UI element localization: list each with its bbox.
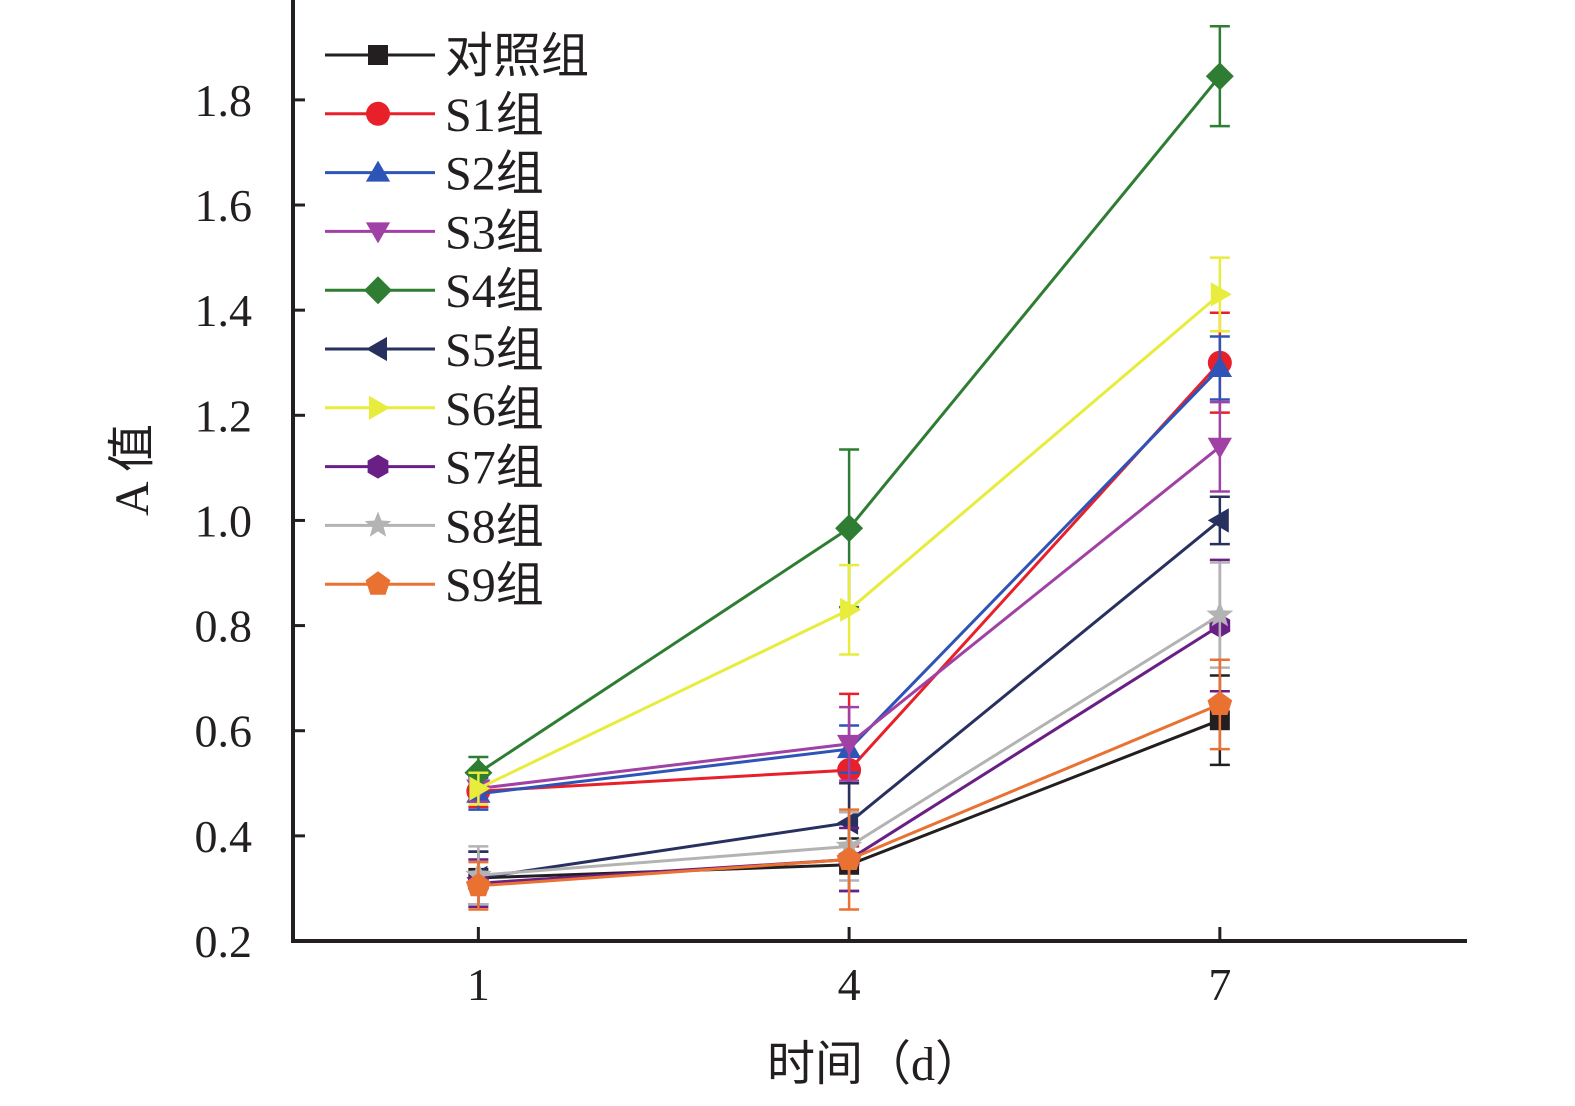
x-axis-title: 时间（d） [767, 1038, 983, 1091]
data-point [1210, 282, 1232, 307]
legend-item: S4组 [325, 265, 544, 318]
legend-marker [367, 454, 389, 479]
data-point [837, 810, 859, 835]
legend-label: S9组 [445, 559, 544, 612]
data-point [837, 734, 862, 756]
data-point [835, 514, 864, 543]
legend-marker [366, 336, 387, 362]
legend-marker [365, 160, 391, 182]
legend-label: S2组 [445, 148, 544, 201]
y-axis-title: A 值 [106, 424, 159, 516]
legend-marker [365, 571, 391, 595]
legend-item: S7组 [325, 442, 544, 495]
y-tick-label: 1.4 [195, 285, 253, 336]
y-tick-label: 0.8 [195, 601, 253, 652]
legend-label: S7组 [445, 442, 544, 495]
y-tick-label: 0.2 [195, 916, 253, 967]
y-ticks: 0.2 0.4 0.6 0.8 1.0 1.2 1.4 1.6 1.8 [195, 75, 305, 967]
x-ticks: 1 4 7 [467, 927, 1231, 1010]
legend-item: S1组 [325, 89, 544, 142]
series-9 [466, 658, 1233, 911]
y-tick-label: 1.0 [195, 495, 253, 546]
data-point [836, 846, 862, 870]
series-line [477, 75, 1221, 775]
y-tick-label: 0.6 [195, 706, 253, 757]
legend-item: S2组 [325, 148, 544, 201]
y-tick-label: 0.4 [195, 811, 253, 862]
data-point [1207, 356, 1232, 377]
data-point [466, 872, 491, 897]
data-point [1205, 62, 1234, 91]
legend-item: S3组 [325, 206, 544, 259]
series-4 [464, 25, 1234, 790]
legend-label: S6组 [445, 383, 544, 436]
y-tick-label: 1.8 [195, 75, 253, 126]
x-tick-label: 7 [1208, 959, 1231, 1010]
legend-item: S6组 [325, 383, 544, 436]
legend-marker [368, 45, 388, 65]
legend-label: S4组 [445, 265, 544, 318]
y-tick-label: 1.2 [195, 390, 253, 441]
x-tick-label: 1 [467, 959, 490, 1010]
data-point [1207, 691, 1233, 715]
data-point [469, 776, 491, 801]
axes: 0.2 0.4 0.6 0.8 1.0 1.2 1.4 1.6 1.8 1 4 7 时间（d） A … [106, 0, 1467, 1091]
legend-item: S9组 [325, 559, 544, 612]
legend-item: S5组 [325, 324, 544, 377]
legend-label: S5组 [445, 324, 544, 377]
legend-label: S3组 [445, 206, 544, 259]
legend-label: S1组 [445, 89, 544, 142]
data-point [1206, 601, 1234, 627]
series-6 [468, 256, 1232, 806]
y-tick-label: 1.6 [195, 180, 253, 231]
data-point [840, 597, 862, 622]
legend-marker [364, 276, 392, 305]
data-point [1207, 437, 1232, 459]
plot-area [464, 25, 1234, 911]
legend-marker [365, 222, 391, 244]
data-point [1207, 508, 1229, 533]
legend-item: S8组 [325, 500, 544, 553]
legend-label: 对照组 [445, 30, 589, 83]
legend-marker [369, 395, 390, 420]
legend-marker [366, 101, 390, 126]
x-tick-label: 4 [838, 959, 861, 1010]
legend-label: S8组 [445, 500, 544, 553]
legend-marker [364, 511, 392, 537]
legend-item: 对照组 [325, 30, 589, 83]
